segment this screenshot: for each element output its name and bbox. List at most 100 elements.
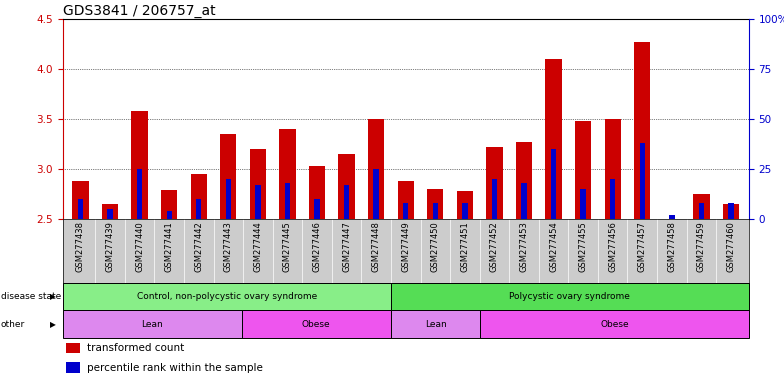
- Text: percentile rank within the sample: percentile rank within the sample: [87, 363, 263, 373]
- Bar: [95, 219, 125, 283]
- Bar: [226, 179, 231, 219]
- Bar: [634, 42, 651, 219]
- Bar: [486, 147, 503, 219]
- Bar: [433, 203, 438, 219]
- Bar: [521, 183, 527, 219]
- Text: GSM277444: GSM277444: [253, 221, 263, 272]
- Text: GSM277452: GSM277452: [490, 221, 499, 272]
- Bar: [196, 199, 201, 219]
- Bar: [640, 143, 645, 219]
- Bar: [427, 189, 444, 219]
- Bar: [256, 185, 260, 219]
- Text: GSM277455: GSM277455: [579, 221, 588, 272]
- Text: Control, non-polycystic ovary syndrome: Control, non-polycystic ovary syndrome: [136, 292, 317, 301]
- Bar: [63, 283, 390, 310]
- Bar: [693, 194, 710, 219]
- Bar: [510, 219, 539, 283]
- Text: GSM277454: GSM277454: [549, 221, 558, 272]
- Bar: [339, 154, 354, 219]
- Text: Obese: Obese: [302, 319, 331, 329]
- Bar: [66, 343, 80, 353]
- Bar: [610, 179, 615, 219]
- Bar: [551, 149, 556, 219]
- Text: GSM277443: GSM277443: [223, 221, 233, 272]
- Bar: [78, 199, 83, 219]
- Bar: [368, 119, 384, 219]
- Bar: [539, 219, 568, 283]
- Bar: [344, 185, 349, 219]
- Text: GSM277441: GSM277441: [165, 221, 174, 272]
- Text: other: other: [1, 319, 25, 329]
- Text: GSM277440: GSM277440: [135, 221, 144, 272]
- Bar: [390, 283, 749, 310]
- Text: Obese: Obese: [601, 319, 629, 329]
- Text: GSM277442: GSM277442: [194, 221, 203, 272]
- Bar: [397, 181, 414, 219]
- Text: GDS3841 / 206757_at: GDS3841 / 206757_at: [63, 4, 216, 18]
- Text: GSM277460: GSM277460: [727, 221, 735, 272]
- Bar: [154, 219, 184, 283]
- Bar: [373, 169, 379, 219]
- Text: GSM277438: GSM277438: [76, 221, 85, 272]
- Bar: [463, 203, 467, 219]
- Bar: [241, 310, 390, 338]
- Bar: [723, 204, 739, 219]
- Bar: [161, 190, 177, 219]
- Bar: [273, 219, 302, 283]
- Bar: [390, 310, 481, 338]
- Bar: [699, 203, 704, 219]
- Bar: [481, 310, 749, 338]
- Bar: [107, 209, 113, 219]
- Text: Lean: Lean: [141, 319, 163, 329]
- Bar: [657, 219, 687, 283]
- Text: GSM277459: GSM277459: [697, 221, 706, 272]
- Text: transformed count: transformed count: [87, 343, 184, 353]
- Text: GSM277456: GSM277456: [608, 221, 617, 272]
- Bar: [420, 219, 450, 283]
- Bar: [137, 169, 142, 219]
- Text: GSM277453: GSM277453: [520, 221, 528, 272]
- Bar: [598, 219, 627, 283]
- Bar: [66, 219, 95, 283]
- Bar: [492, 179, 497, 219]
- Bar: [403, 203, 408, 219]
- Bar: [687, 219, 717, 283]
- Text: GSM277450: GSM277450: [430, 221, 440, 272]
- Bar: [450, 219, 480, 283]
- Bar: [285, 183, 290, 219]
- Bar: [243, 219, 273, 283]
- Bar: [457, 191, 473, 219]
- Bar: [575, 121, 591, 219]
- Bar: [361, 219, 391, 283]
- Bar: [279, 129, 296, 219]
- Text: GSM277458: GSM277458: [667, 221, 677, 272]
- Bar: [546, 59, 561, 219]
- Bar: [627, 219, 657, 283]
- Bar: [191, 174, 207, 219]
- Text: GSM277449: GSM277449: [401, 221, 410, 272]
- Bar: [213, 219, 243, 283]
- Bar: [391, 219, 420, 283]
- Text: GSM277457: GSM277457: [637, 221, 647, 272]
- Bar: [568, 219, 598, 283]
- Text: GSM277448: GSM277448: [372, 221, 381, 272]
- Bar: [63, 310, 241, 338]
- Bar: [717, 219, 746, 283]
- Bar: [604, 119, 621, 219]
- Bar: [580, 189, 586, 219]
- Bar: [314, 199, 320, 219]
- Bar: [670, 215, 674, 219]
- Bar: [132, 111, 147, 219]
- Bar: [66, 362, 80, 373]
- Bar: [250, 149, 266, 219]
- Bar: [332, 219, 361, 283]
- Text: GSM277439: GSM277439: [106, 221, 114, 272]
- Text: GSM277445: GSM277445: [283, 221, 292, 272]
- Bar: [302, 219, 332, 283]
- Text: ▶: ▶: [50, 292, 56, 301]
- Bar: [728, 203, 734, 219]
- Text: disease state: disease state: [1, 292, 61, 301]
- Bar: [220, 134, 237, 219]
- Text: GSM277447: GSM277447: [342, 221, 351, 272]
- Bar: [516, 142, 532, 219]
